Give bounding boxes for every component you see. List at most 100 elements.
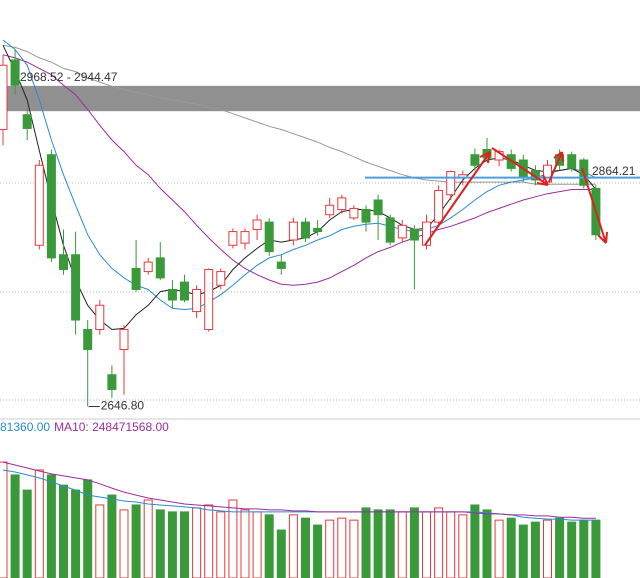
candle-body: [252, 219, 262, 230]
candle-body: [349, 207, 359, 219]
volume-bar: [518, 524, 528, 578]
candle-body: [313, 227, 323, 233]
candle-body: [422, 221, 431, 246]
volume-bar: [155, 509, 165, 578]
volume-bar: [567, 521, 577, 578]
volume-bar: [143, 499, 153, 578]
volume-bar: [325, 519, 335, 578]
candle-body: [119, 328, 129, 350]
candle-body: [470, 154, 480, 166]
candle-body: [240, 231, 250, 244]
volume-bar: [288, 514, 298, 578]
volume-bar: [119, 509, 129, 578]
band-label: 2968.52 - 2944.47: [20, 70, 118, 84]
volume-bar: [349, 519, 359, 578]
volume-bar: [506, 517, 516, 578]
volume-bar: [276, 529, 286, 578]
volume-bar: [579, 519, 589, 578]
volume-bar: [555, 517, 565, 578]
volume-bar: [458, 514, 468, 578]
candle-body: [155, 257, 165, 279]
volume-bar: [337, 517, 347, 578]
volume-bar: [228, 499, 238, 578]
candle-body: [530, 170, 540, 181]
candle-body: [22, 114, 32, 129]
volume-bar: [373, 509, 383, 578]
ma-line: [2, 39, 597, 311]
ma-line: [2, 44, 596, 185]
volume-bar: [264, 514, 274, 578]
volume-bar: [313, 524, 323, 578]
candle-body: [434, 190, 444, 223]
volume-bar: [470, 504, 480, 578]
volume-bar: [0, 461, 8, 578]
candle-body: [34, 164, 44, 246]
arrow-head: [597, 231, 608, 244]
volume-bar: [131, 504, 141, 578]
volume-bar: [216, 511, 226, 578]
volume-bar: [422, 511, 431, 578]
candle-body: [373, 199, 383, 216]
candle-body: [301, 221, 310, 239]
candle-body: [409, 228, 419, 241]
volume-bar: [591, 519, 601, 578]
candle-body: [71, 254, 81, 321]
candle-body: [397, 224, 407, 239]
arrow-line: [491, 147, 549, 186]
volume-legend: MA10: 248471568.00: [54, 420, 169, 434]
volume-bar: [22, 489, 32, 578]
volume-bar: [482, 509, 492, 578]
volume-bar: [252, 511, 262, 578]
candle-body: [288, 221, 298, 241]
candle-body: [276, 261, 286, 269]
volume-bar: [180, 511, 189, 578]
volume-bar: [107, 494, 117, 578]
arrow-line: [581, 167, 607, 244]
volume-bar: [46, 474, 56, 578]
volume-bar: [301, 517, 310, 578]
low-label: 2646.80: [101, 399, 145, 413]
candle-body: [204, 268, 214, 330]
level-label: 2864.21: [592, 164, 636, 178]
candle-body: [337, 197, 347, 210]
candle-body: [83, 328, 93, 350]
volume-bar: [59, 484, 68, 578]
volume-bar: [10, 474, 20, 578]
candle-body: [143, 261, 153, 273]
volume-bar: [95, 504, 105, 578]
volume-bar: [192, 507, 202, 578]
candle-body: [46, 154, 56, 259]
resistance-band: [0, 85, 640, 112]
candle-body: [325, 204, 335, 216]
drawn-arrows: [424, 147, 608, 246]
volume-bar: [397, 511, 407, 578]
arrow-line: [424, 151, 491, 246]
arrow-head: [479, 151, 491, 164]
volume-legend: 81360.00: [0, 420, 50, 434]
volume-bar: [71, 489, 81, 578]
volume-bar: [434, 507, 444, 578]
candle-body: [192, 288, 202, 313]
candle-body: [59, 254, 68, 270]
candle-body: [0, 64, 8, 130]
volume-bar: [385, 509, 395, 578]
candle-body: [10, 59, 20, 86]
candle-body: [180, 281, 189, 301]
candle-body: [446, 171, 456, 196]
arrow-head: [536, 174, 549, 186]
candle-body: [167, 288, 177, 301]
arrow-head: [553, 151, 564, 163]
candle-body: [107, 374, 117, 390]
candle-body: [228, 231, 238, 246]
volume-ma-line: [2, 461, 596, 519]
candle-body: [567, 154, 577, 169]
volume-bar: [409, 507, 419, 578]
candle-body: [385, 217, 395, 243]
volume-bar: [240, 509, 250, 578]
volume-bar: [530, 521, 540, 578]
grid: [0, 182, 640, 401]
volume-bar: [494, 519, 504, 578]
volume-bar: [361, 507, 371, 578]
